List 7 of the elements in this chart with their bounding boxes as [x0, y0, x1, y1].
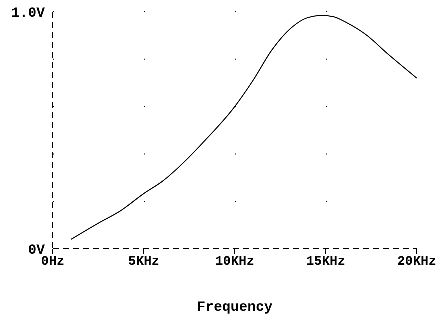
- x-tick-label: 10KHz: [215, 254, 255, 270]
- x-tick-label: 0Hz: [41, 254, 65, 270]
- x-tick-label: 15KHz: [306, 254, 346, 270]
- x-axis-title: Frequency: [197, 300, 274, 316]
- x-tick-label: 5KHz: [128, 254, 160, 270]
- y-tick-label: 1.0V: [11, 6, 46, 22]
- x-tick-label: 20KHz: [397, 254, 437, 270]
